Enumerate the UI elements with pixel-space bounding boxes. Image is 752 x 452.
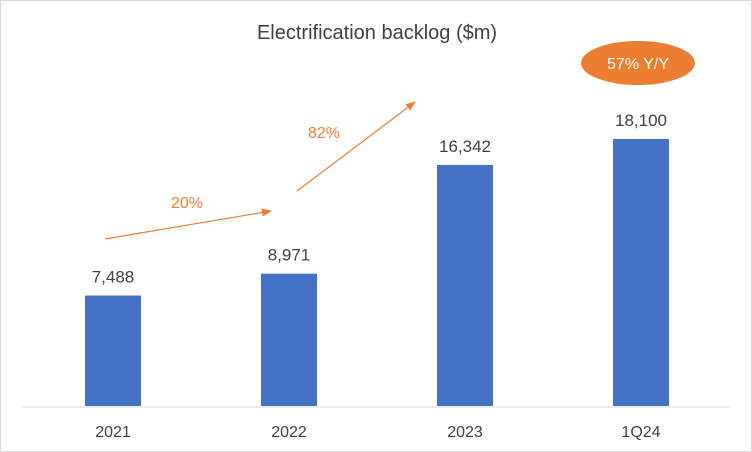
growth-label-2: 82% bbox=[308, 125, 340, 142]
data-label-1Q24: 18,100 bbox=[615, 111, 667, 130]
growth-arrow-1 bbox=[104, 208, 272, 240]
data-label-2021: 7,488 bbox=[92, 268, 135, 287]
growth-label-1: 20% bbox=[171, 195, 203, 212]
growth-arrow-2 bbox=[296, 101, 416, 192]
x-tick-label-1Q24: 1Q24 bbox=[621, 424, 660, 441]
bars-layer: 7,488 2021 8,971 2022 16,342 2023 18,100 1Q24 bbox=[85, 111, 669, 441]
yoy-badge-label: 57% Y/Y bbox=[607, 56, 669, 73]
bar-2021 bbox=[85, 295, 141, 406]
bar-1Q24 bbox=[613, 139, 669, 406]
x-tick-label-2021: 2021 bbox=[95, 424, 131, 441]
yoy-badge bbox=[581, 41, 695, 85]
x-tick-label-2023: 2023 bbox=[447, 424, 483, 441]
bar-2023 bbox=[437, 164, 493, 406]
chart-title: Electrification backlog ($m) bbox=[257, 22, 497, 44]
data-label-2023: 16,342 bbox=[439, 137, 491, 156]
x-tick-label-2022: 2022 bbox=[271, 424, 307, 441]
bar-2022 bbox=[261, 273, 317, 406]
annotation-layer: 20% 82% 57% Y/Y bbox=[104, 41, 695, 240]
data-label-2022: 8,971 bbox=[268, 246, 311, 265]
